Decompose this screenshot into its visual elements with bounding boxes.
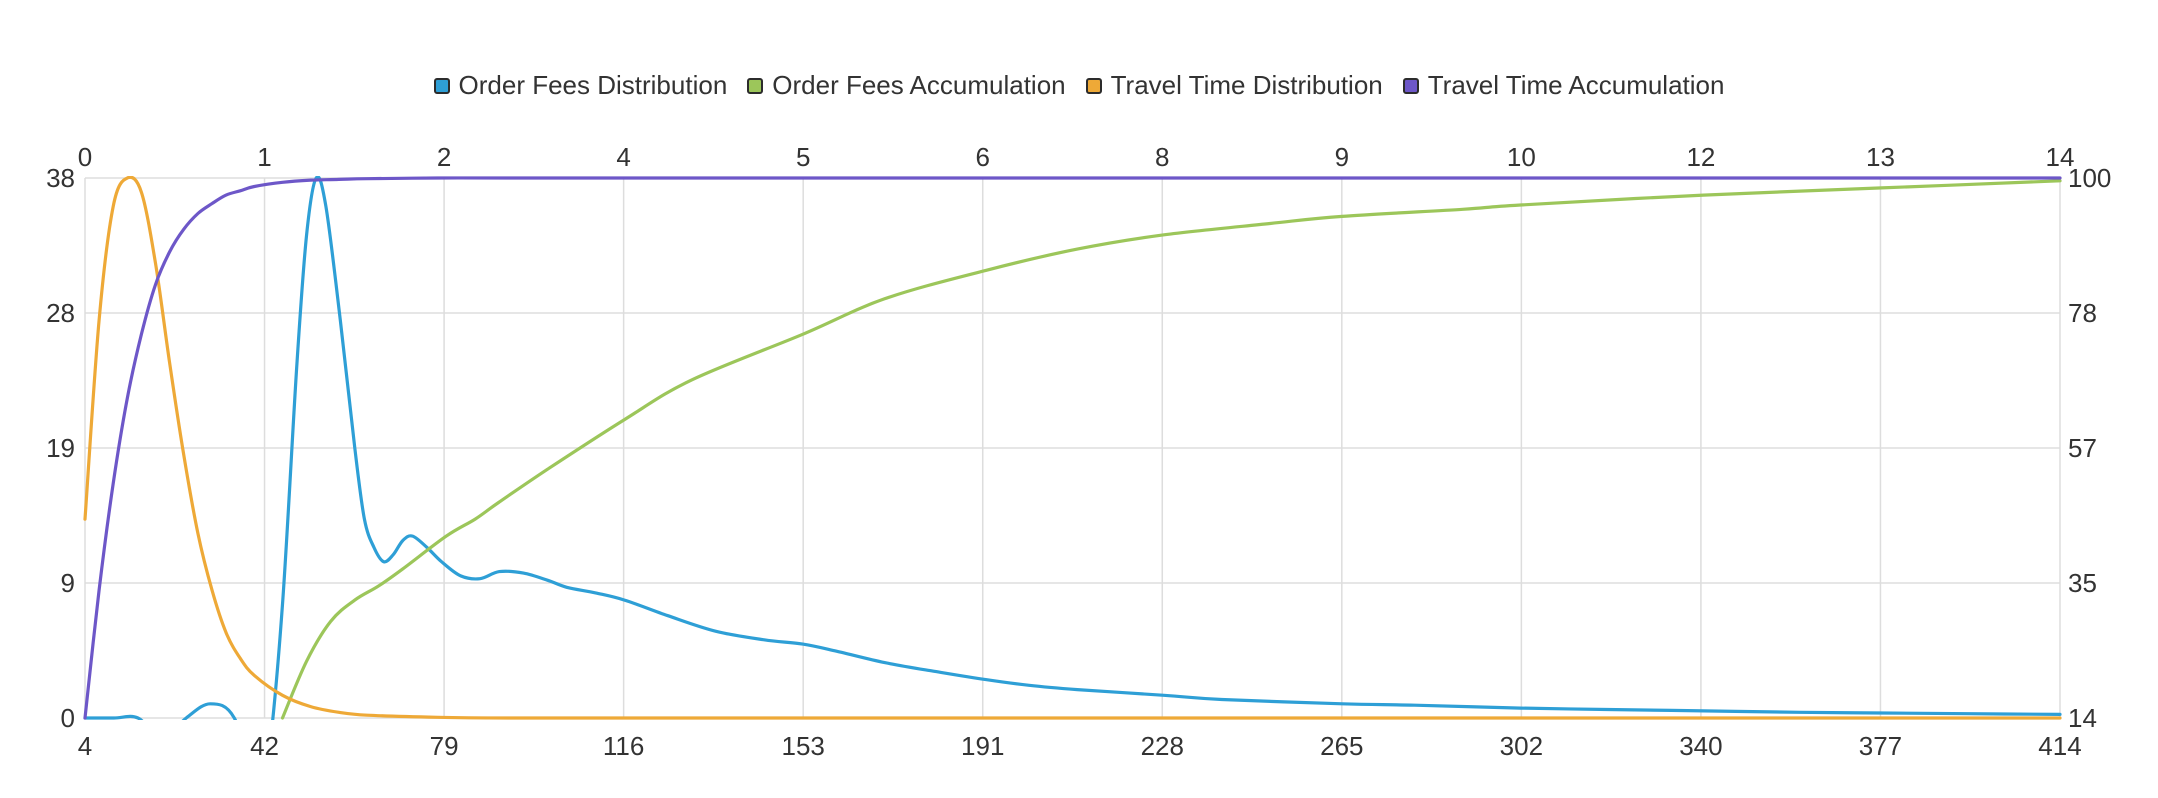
x-top-tick-label: 0 [78,142,92,172]
x-top-tick-label: 5 [796,142,810,172]
x-bottom-tick-label: 191 [961,731,1004,761]
x-bottom-tick-label: 42 [250,731,279,761]
legend: Order Fees Distribution Order Fees Accumu… [0,70,2158,101]
x-bottom-tick-label: 414 [2038,731,2081,761]
legend-label: Travel Time Distribution [1110,70,1383,100]
y-right-tick-label: 35 [2068,568,2097,598]
y-right-tick-label: 14 [2068,703,2097,733]
x-bottom-tick-label: 265 [1320,731,1363,761]
x-top-tick-label: 1 [257,142,271,172]
y-right-tick-label: 78 [2068,298,2097,328]
x-top-tick-label: 13 [1866,142,1895,172]
x-top-tick-label: 8 [1155,142,1169,172]
x-top-tick-label: 2 [437,142,451,172]
legend-swatch [1085,77,1102,94]
x-bottom-tick-label: 153 [781,731,824,761]
legend-label: Travel Time Accumulation [1427,70,1725,100]
x-top-tick-label: 10 [1507,142,1536,172]
x-top-tick-label: 14 [2046,142,2075,172]
legend-item[interactable]: Travel Time Distribution [1085,70,1383,101]
x-bottom-tick-label: 4 [78,731,92,761]
y-left-tick-label: 9 [61,568,75,598]
series-group [83,176,2062,792]
x-top-tick-label: 6 [975,142,989,172]
y-left-tick-label: 19 [46,433,75,463]
y-left-tick-label: 28 [46,298,75,328]
y-right-tick-label: 100 [2068,163,2111,193]
x-top-tick-label: 12 [1686,142,1715,172]
x-top-tick-label: 4 [616,142,630,172]
x-bottom-tick-label: 340 [1679,731,1722,761]
x-bottom-tick-label: 377 [1859,731,1902,761]
series-line-travel-time-distribution[interactable] [83,176,2062,720]
legend-swatch [433,77,450,94]
legend-item[interactable]: Order Fees Distribution [433,70,728,101]
legend-label: Order Fees Distribution [458,70,728,100]
legend-swatch [1402,77,1419,94]
legend-label: Order Fees Accumulation [772,70,1066,100]
x-bottom-tick-label: 228 [1141,731,1184,761]
x-bottom-tick-label: 116 [603,731,644,761]
y-left-tick-label: 38 [46,163,75,193]
legend-item[interactable]: Travel Time Accumulation [1402,70,1725,101]
x-top-tick-label: 9 [1335,142,1349,172]
series-line-order-fees-distribution[interactable] [83,176,2062,792]
series-line-order-fees-accumulation[interactable] [280,179,2062,720]
series-line-travel-time-accumulation[interactable] [83,176,2062,720]
y-right-tick-label: 57 [2068,433,2097,463]
y-left-tick-label: 0 [61,703,75,733]
legend-swatch [747,77,764,94]
x-bottom-tick-label: 302 [1500,731,1543,761]
x-bottom-tick-label: 79 [430,731,459,761]
legend-item[interactable]: Order Fees Accumulation [747,70,1066,101]
